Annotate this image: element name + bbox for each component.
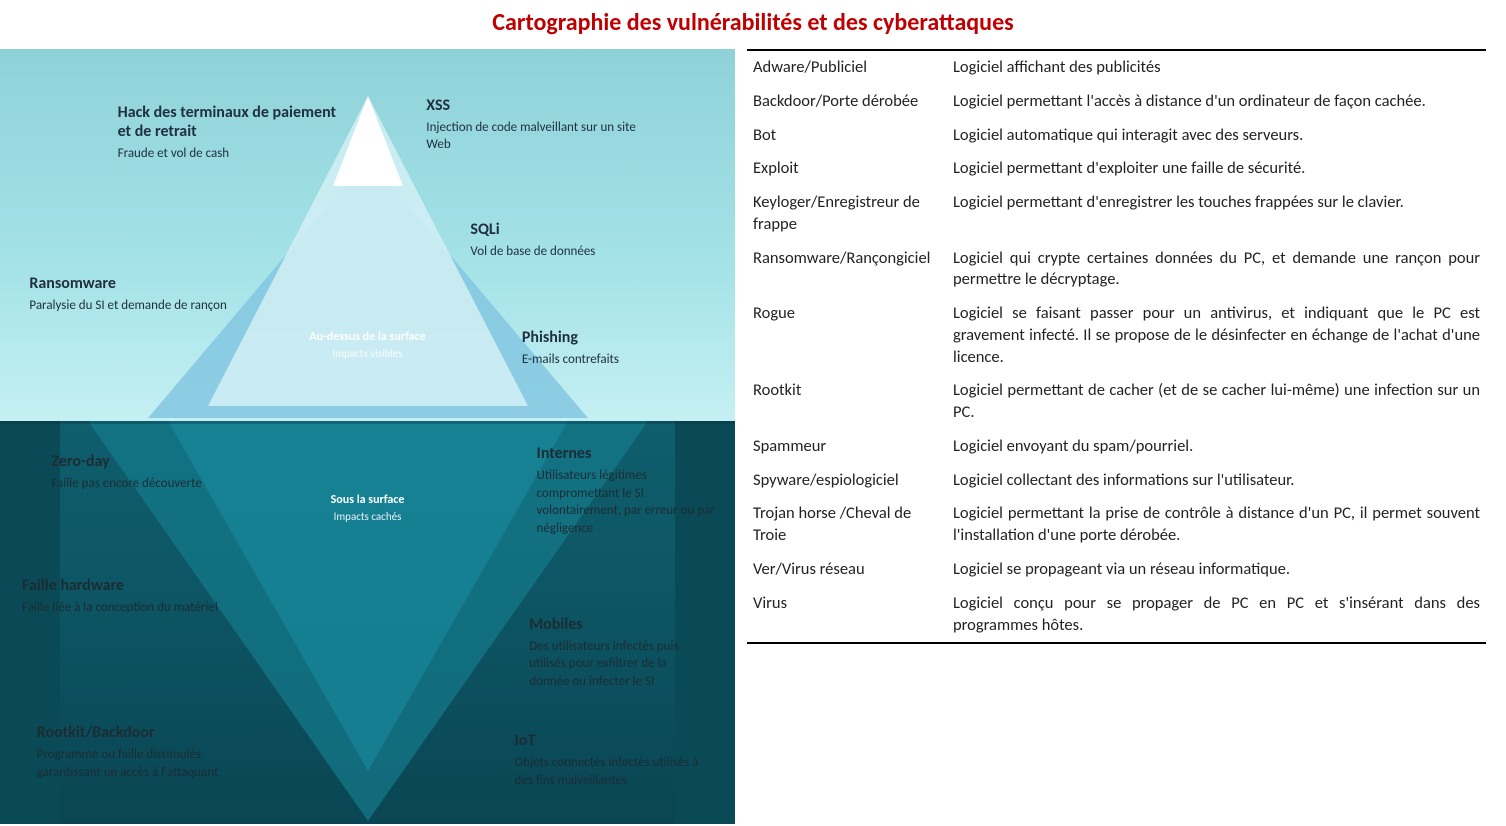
definition-desc: Logiciel automatique qui interagit avec …	[947, 119, 1486, 153]
table-row: Backdoor/Porte dérobéeLogiciel permettan…	[747, 85, 1486, 119]
ann-hack-title: Hack des terminaux de paiement et de ret…	[118, 103, 338, 141]
caption-below-l2: Impacts cachés	[331, 509, 405, 526]
ann-mobiles-title: Mobiles	[529, 615, 709, 634]
definition-desc: Logiciel envoyant du spam/pourriel.	[947, 430, 1486, 464]
definition-term: Ransomware/Rançongiciel	[747, 242, 947, 298]
ann-rootkit-title: Rootkit/Backdoor	[37, 723, 267, 742]
iceberg-peak	[333, 96, 403, 186]
definitions-panel: Adware/PublicielLogiciel affichant des p…	[735, 49, 1506, 825]
ann-mobiles: Mobiles Des utilisateurs infectés puis u…	[529, 615, 709, 691]
definition-term: Adware/Publiciel	[747, 50, 947, 85]
table-row: Ver/Virus réseauLogiciel se propageant v…	[747, 553, 1486, 587]
ann-mobiles-desc: Des utilisateurs infectés puis utilisés …	[529, 638, 709, 691]
ann-phishing: Phishing E-mails contrefaits	[522, 328, 619, 369]
table-row: Spyware/espiologicielLogiciel collectant…	[747, 464, 1486, 498]
iceberg-lower-inner	[168, 421, 568, 771]
definition-desc: Logiciel collectant des informations sur…	[947, 464, 1486, 498]
definition-term: Rogue	[747, 297, 947, 374]
definition-term: Spammeur	[747, 430, 947, 464]
ann-faille-hardware: Faille hardware Faille liée à la concept…	[22, 576, 218, 617]
ann-internes-desc: Utilisateurs légitimes compromettant le …	[537, 467, 717, 537]
definition-term: Bot	[747, 119, 947, 153]
definition-term: Ver/Virus réseau	[747, 553, 947, 587]
definition-desc: Logiciel qui crypte certaines données du…	[947, 242, 1486, 298]
definition-desc: Logiciel conçu pour se propager de PC en…	[947, 587, 1486, 644]
ann-iot-desc: Objets connectés infectés utilisés à des…	[515, 754, 715, 789]
table-row: VirusLogiciel conçu pour se propager de …	[747, 587, 1486, 644]
caption-below-l1: Sous la surface	[331, 491, 405, 509]
ann-rootkit-backdoor: Rootkit/Backdoor Programme ou faille dis…	[37, 723, 267, 781]
ann-sqli: SQLi Vol de base de données	[470, 220, 595, 261]
page-title: Cartographie des vulnérabilités et des c…	[0, 0, 1506, 49]
ann-iot: IoT Objets connectés infectés utilisés à…	[515, 731, 715, 789]
caption-above-l1: Au-dessus de la surface	[309, 328, 425, 346]
definition-term: Virus	[747, 587, 947, 644]
ann-ransomware-desc: Paralysie du SI et demande de rançon	[29, 297, 226, 315]
table-row: BotLogiciel automatique qui interagit av…	[747, 119, 1486, 153]
caption-above-l2: Impacts visibles	[309, 346, 425, 363]
table-row: Keyloger/Enregistreur de frappeLogiciel …	[747, 186, 1486, 242]
ann-ransomware-title: Ransomware	[29, 274, 226, 293]
waterline	[0, 421, 735, 424]
table-row: Adware/PublicielLogiciel affichant des p…	[747, 50, 1486, 85]
table-row: SpammeurLogiciel envoyant du spam/pourri…	[747, 430, 1486, 464]
table-row: Ransomware/RançongicielLogiciel qui cryp…	[747, 242, 1486, 298]
definition-desc: Logiciel permettant l'accès à distance d…	[947, 85, 1486, 119]
ann-xss: XSS Injection de code malveillant sur un…	[426, 96, 636, 154]
ann-hw-desc: Faille liée à la conception du matériel	[22, 599, 218, 617]
ann-xss-title: XSS	[426, 96, 636, 115]
table-row: ExploitLogiciel permettant d'exploiter u…	[747, 152, 1486, 186]
definition-term: Spyware/espiologiciel	[747, 464, 947, 498]
definition-term: Trojan horse /Cheval de Troie	[747, 497, 947, 553]
table-row: RootkitLogiciel permettant de cacher (et…	[747, 374, 1486, 430]
ann-sqli-title: SQLi	[470, 220, 595, 239]
ann-hack: Hack des terminaux de paiement et de ret…	[118, 103, 338, 163]
ann-rootkit-desc: Programme ou faille dissimulés garantiss…	[37, 746, 267, 781]
ann-hack-desc: Fraude et vol de cash	[118, 145, 338, 163]
ann-phishing-desc: E-mails contrefaits	[522, 351, 619, 369]
iceberg-infographic: Au-dessus de la surface Impacts visibles…	[0, 49, 735, 824]
ann-zeroday-desc: Faille pas encore découverte	[51, 475, 201, 493]
ann-phishing-title: Phishing	[522, 328, 619, 347]
definitions-table: Adware/PublicielLogiciel affichant des p…	[747, 49, 1486, 644]
ann-zeroday-title: Zero-day	[51, 452, 201, 471]
definition-term: Backdoor/Porte dérobée	[747, 85, 947, 119]
definition-desc: Logiciel permettant de cacher (et de se …	[947, 374, 1486, 430]
table-row: RogueLogiciel se faisant passer pour un …	[747, 297, 1486, 374]
definition-desc: Logiciel permettant d'enregistrer les to…	[947, 186, 1486, 242]
caption-above-surface: Au-dessus de la surface Impacts visibles	[309, 328, 425, 363]
definition-term: Exploit	[747, 152, 947, 186]
definition-desc: Logiciel se propageant via un réseau inf…	[947, 553, 1486, 587]
ann-internes-title: Internes	[537, 444, 717, 463]
ann-sqli-desc: Vol de base de données	[470, 243, 595, 261]
definition-desc: Logiciel permettant la prise de contrôle…	[947, 497, 1486, 553]
caption-below-surface: Sous la surface Impacts cachés	[331, 491, 405, 526]
definition-term: Rootkit	[747, 374, 947, 430]
definition-term: Keyloger/Enregistreur de frappe	[747, 186, 947, 242]
ann-iot-title: IoT	[515, 731, 715, 750]
definition-desc: Logiciel permettant d'exploiter une fail…	[947, 152, 1486, 186]
definition-desc: Logiciel se faisant passer pour un antiv…	[947, 297, 1486, 374]
ann-zeroday: Zero-day Faille pas encore découverte	[51, 452, 201, 493]
content-row: Au-dessus de la surface Impacts visibles…	[0, 49, 1506, 825]
ann-ransomware: Ransomware Paralysie du SI et demande de…	[29, 274, 226, 315]
table-row: Trojan horse /Cheval de TroieLogiciel pe…	[747, 497, 1486, 553]
ann-hw-title: Faille hardware	[22, 576, 218, 595]
ann-internes: Internes Utilisateurs légitimes comprome…	[537, 444, 717, 537]
ann-xss-desc: Injection de code malveillant sur un sit…	[426, 119, 636, 154]
definition-desc: Logiciel affichant des publicités	[947, 50, 1486, 85]
